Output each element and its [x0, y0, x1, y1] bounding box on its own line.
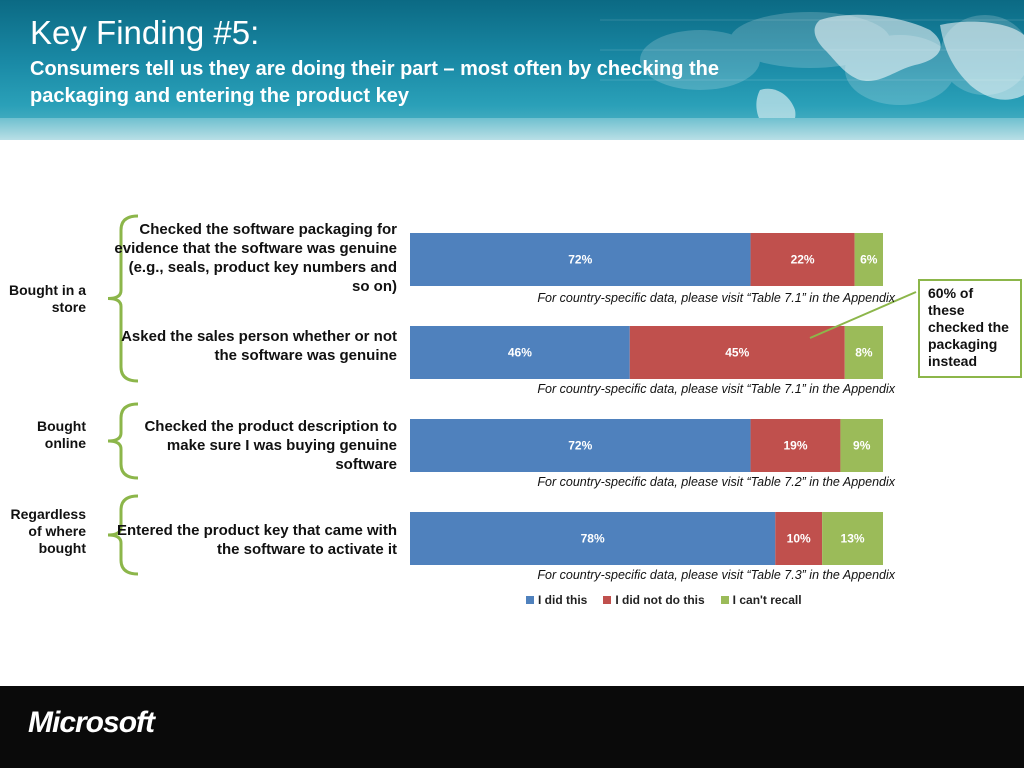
legend-swatch-did [526, 596, 534, 604]
microsoft-logo: Microsoft [28, 706, 155, 739]
bar-row2-did-not [629, 326, 845, 379]
header-banner: Key Finding #5: Consumers tell us they a… [0, 0, 1024, 140]
legend-swatch-did-not [603, 596, 612, 604]
callout-connector-line [809, 291, 917, 339]
row-label-product-description: Checked the product description to make … [144, 418, 397, 473]
note-row-3: For country-specific data, please visit … [537, 475, 895, 489]
bar-row2-cant-recall [844, 326, 883, 379]
data-label-row1-did: 72% [568, 253, 592, 267]
bar-row4-did [410, 512, 776, 565]
bar-row3-did-not [750, 419, 841, 472]
data-label-row4-cant-recall: 13% [841, 532, 865, 546]
header-band [0, 118, 1024, 140]
data-label-row4-did: 78% [581, 532, 605, 546]
legend-item-did: I did this [526, 593, 587, 607]
note-row-2: For country-specific data, please visit … [537, 382, 895, 396]
group-label-online: Bought online [37, 418, 86, 451]
page-title: Key Finding #5: [30, 14, 260, 51]
chart-legend: I did this I did not do this I can't rec… [526, 593, 802, 607]
bar-row1-cant-recall [854, 233, 883, 286]
note-row-1: For country-specific data, please visit … [537, 291, 895, 305]
data-label-row3-did-not: 19% [783, 439, 807, 453]
bar-row1-did [410, 233, 751, 286]
row-label-packaging: Checked the software packaging for evide… [114, 221, 397, 295]
bar-row3-did [410, 419, 751, 472]
note-row-4: For country-specific data, please visit … [537, 568, 895, 582]
legend-swatch-cant-recall [720, 596, 729, 604]
page-subtitle: Consumers tell us they are doing their p… [30, 58, 720, 107]
footer-bar: Microsoft [0, 686, 1024, 768]
group-label-regardless: Regardless of where bought [10, 506, 86, 556]
data-label-row2-did-not: 45% [725, 346, 749, 360]
bar-row4-cant-recall [822, 512, 883, 565]
data-label-row2-cant-recall: 8% [855, 346, 873, 360]
data-label-row2-did: 46% [508, 346, 532, 360]
legend-label-did-not: I did not do this [615, 593, 705, 607]
bracket-regardless [107, 494, 139, 576]
data-label-row1-did-not: 22% [791, 253, 815, 267]
bar-row3-cant-recall [840, 419, 883, 472]
chart-area: 72% 22% 6% 46% 45% 8% 72% 19% 9% 78% 10% 13% [107, 214, 917, 576]
legend-label-did: I did this [538, 593, 588, 607]
group-label-store: Bought in a store [9, 282, 86, 315]
data-label-row3-did: 72% [568, 439, 592, 453]
bar-row4-did-not [775, 512, 823, 565]
legend-label-cant-recall: I can't recall [732, 593, 802, 607]
legend-item-did-not: I did not do this [603, 593, 705, 607]
callout-box: 60% of these checked the packaging inste… [918, 279, 1022, 378]
bar-row1-did-not [750, 233, 855, 286]
bracket-store [107, 214, 139, 383]
row-label-sales-person: Asked the sales person whether or not th… [121, 328, 397, 364]
data-label-row1-cant-recall: 6% [860, 253, 878, 267]
legend-item-cant-recall: I can't recall [720, 593, 802, 607]
data-label-row3-cant-recall: 9% [853, 439, 871, 453]
bracket-online [107, 402, 139, 480]
bar-row2-did [410, 326, 630, 379]
data-label-row4-did-not: 10% [787, 532, 811, 546]
row-label-product-key: Entered the product key that came with t… [116, 522, 397, 558]
